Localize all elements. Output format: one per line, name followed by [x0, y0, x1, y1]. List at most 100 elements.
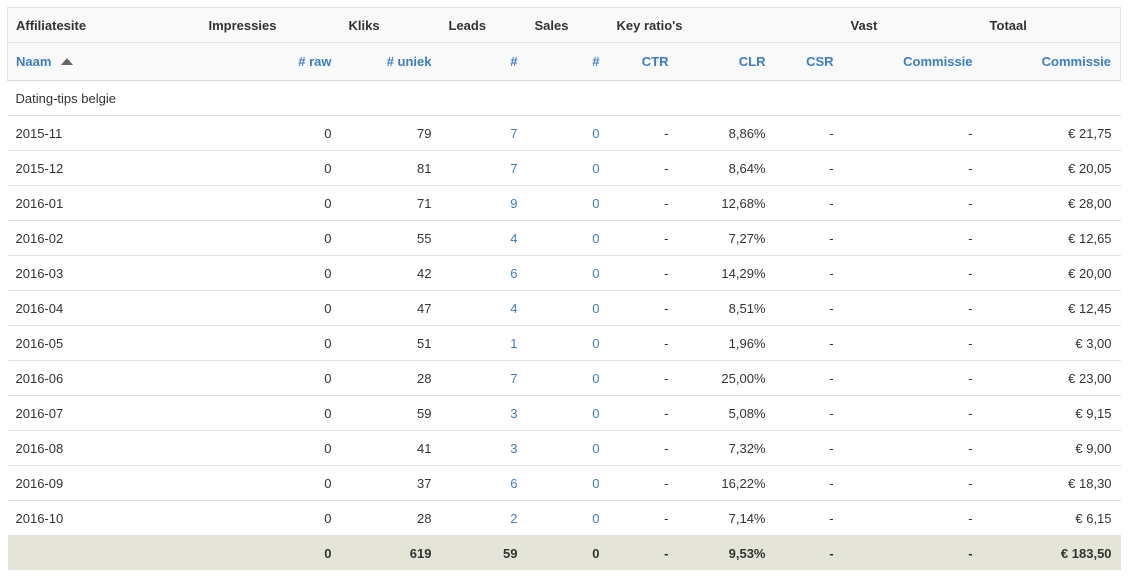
column-header[interactable]: # uniek: [340, 42, 441, 81]
total-cell: -: [608, 535, 678, 570]
cell: 0: [200, 115, 341, 151]
cell: 7,32%: [677, 430, 775, 466]
cell: 0: [526, 150, 609, 186]
cell: 0: [526, 290, 609, 326]
total-cell: 59: [440, 535, 527, 570]
cell: 51: [340, 325, 441, 361]
column-header[interactable]: # raw: [200, 42, 341, 81]
cell: -: [842, 325, 982, 361]
cell: 7,14%: [677, 500, 775, 536]
data-row: 2016-08 0 41 3 0-7,32% - - € 9,00: [7, 430, 1121, 466]
group-header-row: Affiliatesite Impressies Kliks Leads Sales Ke…: [7, 7, 1121, 43]
cell: -: [608, 115, 678, 151]
cell: 0: [200, 465, 341, 501]
cell: 5,08%: [677, 395, 775, 431]
cell: -: [774, 360, 843, 396]
cell: 6: [440, 255, 527, 291]
cell: 7,27%: [677, 220, 775, 256]
cell: 2016-06: [7, 360, 201, 396]
column-header[interactable]: Commissie: [981, 42, 1121, 81]
group-header: Leads: [440, 7, 527, 43]
cell: 3: [440, 395, 527, 431]
data-row: 2016-05 0 51 1 0-1,96% - - € 3,00: [7, 325, 1121, 361]
cell: 8,86%: [677, 115, 775, 151]
cell: 1,96%: [677, 325, 775, 361]
cell: -: [774, 115, 843, 151]
group-header: Vast: [842, 7, 982, 43]
data-row: 2016-10 0 28 2 0-7,14% - - € 6,15: [7, 500, 1121, 536]
cell: 2016-08: [7, 430, 201, 466]
cell: -: [774, 500, 843, 536]
column-header[interactable]: Naam: [7, 42, 201, 81]
cell: -: [842, 185, 982, 221]
column-header[interactable]: CLR: [677, 42, 775, 81]
cell: 0: [200, 255, 341, 291]
cell: -: [842, 255, 982, 291]
data-row: 2016-06 0 28 7 0-25,00% - - € 23,00: [7, 360, 1121, 396]
cell: -: [842, 500, 982, 536]
cell: 7: [440, 115, 527, 151]
cell: -: [774, 395, 843, 431]
cell: 16,22%: [677, 465, 775, 501]
report-table: Affiliatesite Impressies Kliks Leads Sales Ke…: [7, 7, 1121, 570]
cell: € 9,15: [981, 395, 1121, 431]
cell: € 23,00: [981, 360, 1121, 396]
total-cell: -: [774, 535, 843, 570]
column-header[interactable]: #: [526, 42, 609, 81]
cell: -: [608, 150, 678, 186]
cell: € 28,00: [981, 185, 1121, 221]
column-header[interactable]: CTR: [608, 42, 678, 81]
cell: -: [842, 220, 982, 256]
column-header[interactable]: Commissie: [842, 42, 982, 81]
cell: € 20,05: [981, 150, 1121, 186]
cell: -: [608, 290, 678, 326]
cell: -: [608, 360, 678, 396]
cell: 2016-03: [7, 255, 201, 291]
data-row: 2015-11 0 79 7 0-8,86% - - € 21,75: [7, 115, 1121, 151]
data-row: 2016-03 0 42 6 0-14,29% - - € 20,00: [7, 255, 1121, 291]
cell: -: [608, 465, 678, 501]
data-row: 2016-02 0 55 4 0-7,27% - - € 12,65: [7, 220, 1121, 256]
cell: € 12,65: [981, 220, 1121, 256]
cell: 7: [440, 360, 527, 396]
table-body: Dating-tips belgie 2015-11 0 79 7 0-8,86% - - € …: [7, 80, 1121, 570]
cell: € 18,30: [981, 465, 1121, 501]
cell: [7, 535, 201, 570]
group-label: Dating-tips belgie: [7, 80, 1121, 116]
cell: -: [842, 115, 982, 151]
cell: 9: [440, 185, 527, 221]
column-header[interactable]: #: [440, 42, 527, 81]
cell: -: [608, 185, 678, 221]
cell: 0: [526, 220, 609, 256]
cell: -: [842, 360, 982, 396]
total-cell: 0: [526, 535, 609, 570]
cell: 37: [340, 465, 441, 501]
cell: 0: [200, 150, 341, 186]
group-row: Dating-tips belgie: [7, 80, 1121, 116]
cell: 8,64%: [677, 150, 775, 186]
cell: 4: [440, 220, 527, 256]
total-cell: € 183,50: [981, 535, 1121, 570]
cell: 28: [340, 360, 441, 396]
cell: 0: [526, 395, 609, 431]
cell: 0: [526, 115, 609, 151]
column-header-row: Naam # raw # uniek # # CTR CLR CSR Commissie Comm…: [7, 42, 1121, 81]
column-header[interactable]: CSR: [774, 42, 843, 81]
data-row: 2016-07 0 59 3 0-5,08% - - € 9,15: [7, 395, 1121, 431]
cell: 8,51%: [677, 290, 775, 326]
cell: 0: [200, 395, 341, 431]
table-header: Affiliatesite Impressies Kliks Leads Sales Ke…: [7, 7, 1121, 81]
cell: 2016-01: [7, 185, 201, 221]
cell: 2016-02: [7, 220, 201, 256]
cell: 0: [200, 430, 341, 466]
cell: 2015-11: [7, 115, 201, 151]
cell: 14,29%: [677, 255, 775, 291]
cell: 0: [200, 360, 341, 396]
data-row: 2016-01 0 71 9 0-12,68% - - € 28,00: [7, 185, 1121, 221]
cell: 3: [440, 430, 527, 466]
cell: -: [774, 220, 843, 256]
cell: -: [774, 150, 843, 186]
cell: -: [608, 255, 678, 291]
group-header: Kliks: [340, 7, 441, 43]
